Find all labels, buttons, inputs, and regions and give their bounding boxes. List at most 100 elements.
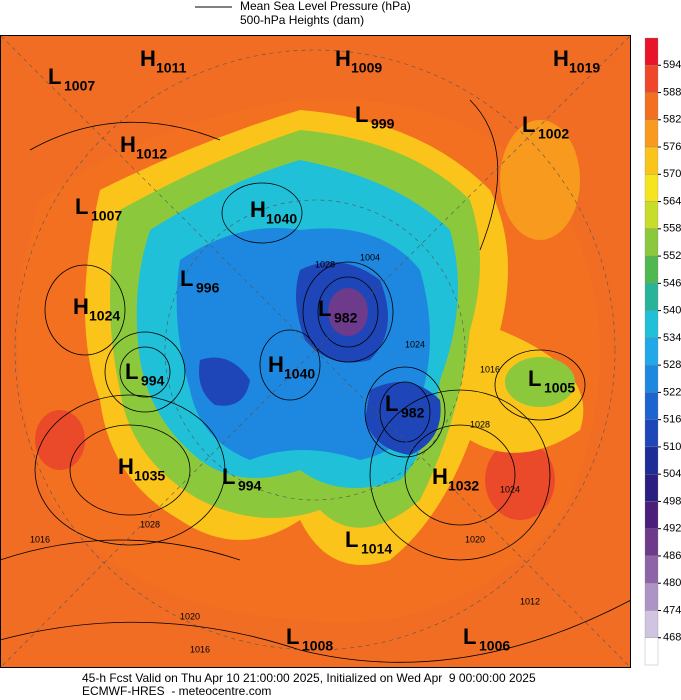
header-line2: 500-hPa Heights (dam) [240, 13, 364, 27]
center-kind: H [432, 464, 448, 489]
center-pressure: 1009 [351, 60, 382, 76]
colorbar-label: 486 [663, 550, 681, 562]
center-pressure: 1008 [302, 638, 333, 654]
isobar-label: 1020 [465, 534, 485, 544]
colorbar-swatch [644, 637, 659, 666]
colorbar-label: 546 [663, 277, 681, 289]
isobar-label: 1012 [520, 596, 540, 606]
center-pressure: 1007 [91, 208, 122, 224]
center-kind: H [140, 46, 156, 71]
colorbar-label: 594 [663, 59, 681, 71]
colorbar-label: 564 [663, 195, 681, 207]
center-pressure: 1035 [134, 468, 165, 484]
colorbar-label: 528 [663, 359, 681, 371]
center-pressure: 999 [371, 116, 395, 132]
center-pressure: 1040 [284, 366, 315, 382]
isobar-label: 1016 [480, 364, 500, 374]
center-kind: H [335, 46, 351, 71]
center-kind: H [73, 294, 89, 319]
isobar-label: 1016 [190, 644, 210, 654]
center-kind: L [180, 266, 193, 291]
center-pressure: 1024 [89, 308, 120, 324]
isobar-label: 1004 [360, 252, 380, 262]
center-kind: H [268, 352, 284, 377]
colorbar-label: 492 [663, 523, 681, 535]
colorbar-swatch [644, 610, 659, 638]
colorbar-label: 588 [663, 86, 681, 98]
center-kind: L [345, 527, 358, 552]
colorbar-label: 474 [663, 604, 681, 616]
center-pressure: 1002 [538, 126, 569, 142]
center-pressure: 982 [401, 405, 425, 421]
colorbar-swatch [644, 528, 659, 557]
center-pressure: 982 [334, 310, 358, 326]
header-line1: Mean Sea Level Pressure (hPa) [240, 0, 411, 13]
colorbar-swatch [644, 555, 659, 584]
colorbar-swatch [644, 146, 659, 175]
isobar-label: 1028 [315, 259, 335, 269]
center-kind: H [553, 46, 569, 71]
center-kind: H [250, 197, 266, 222]
colorbar-swatch [644, 501, 659, 529]
colorbar-label: 558 [663, 223, 681, 235]
center-pressure: 1006 [479, 638, 510, 654]
footer-line2: ECMWF-HRES - meteocentre.com [82, 684, 271, 698]
colorbar-label: 540 [663, 305, 681, 317]
colorbar-swatch [644, 201, 659, 229]
center-kind: L [48, 64, 61, 89]
center-pressure: 996 [196, 280, 220, 296]
colorbar-label: 516 [663, 414, 681, 426]
colorbar-label: 480 [663, 577, 681, 589]
colorbar-label: 498 [663, 495, 681, 507]
center-pressure: 1032 [448, 478, 479, 494]
colorbar-swatch [644, 446, 659, 475]
isobar-label: 1020 [180, 611, 200, 621]
colorbar-swatch [644, 583, 659, 611]
center-kind: L [528, 366, 541, 391]
center-kind: H [120, 132, 136, 157]
center-kind: L [318, 296, 331, 321]
center-kind: L [75, 194, 88, 219]
colorbar-swatch [644, 119, 659, 148]
center-kind: L [125, 359, 138, 384]
footer-line1: 45-h Fcst Valid on Thu Apr 10 21:00:00 2… [82, 671, 536, 685]
colorbar-swatch [644, 255, 659, 284]
isobar-label: 1024 [500, 484, 520, 494]
center-kind: H [118, 454, 134, 479]
isobar-label: 1028 [470, 419, 490, 429]
center-pressure: 1012 [136, 146, 167, 162]
center-kind: L [385, 391, 398, 416]
colorbar-swatch [644, 364, 659, 393]
isobar-label: 1028 [140, 519, 160, 529]
colorbar-label: 576 [663, 141, 681, 153]
center-kind: L [463, 624, 476, 649]
colorbar-label: 552 [663, 250, 681, 262]
colorbar-swatch [644, 310, 659, 339]
center-pressure: 1019 [569, 60, 600, 76]
colorbar-label: 468 [663, 632, 681, 644]
center-pressure: 994 [141, 373, 165, 389]
center-kind: L [222, 464, 235, 489]
colorbar-label: 582 [663, 114, 681, 126]
colorbar-swatch [644, 65, 659, 93]
colorbar-label: 510 [663, 441, 681, 453]
center-pressure: 994 [238, 478, 262, 494]
colorbar: 594 588 582 576 570 564 558 552 546 540 534 528 522 5… [644, 37, 681, 666]
center-kind: L [522, 112, 535, 137]
colorbar-swatch [644, 392, 659, 420]
center-pressure: 1011 [156, 60, 187, 76]
colorbar-swatch [644, 92, 659, 120]
isobar-label: 1016 [30, 534, 50, 544]
colorbar-label: 504 [663, 468, 681, 480]
isobar-label: 1024 [405, 339, 425, 349]
colorbar-swatch [644, 419, 659, 448]
colorbar-swatch [644, 228, 659, 257]
colorbar-swatch [644, 37, 659, 66]
colorbar-label: 534 [663, 332, 681, 344]
center-pressure: 1005 [544, 380, 575, 396]
center-pressure: 1014 [361, 541, 392, 557]
colorbar-label: 570 [663, 168, 681, 180]
colorbar-swatch [644, 283, 659, 311]
